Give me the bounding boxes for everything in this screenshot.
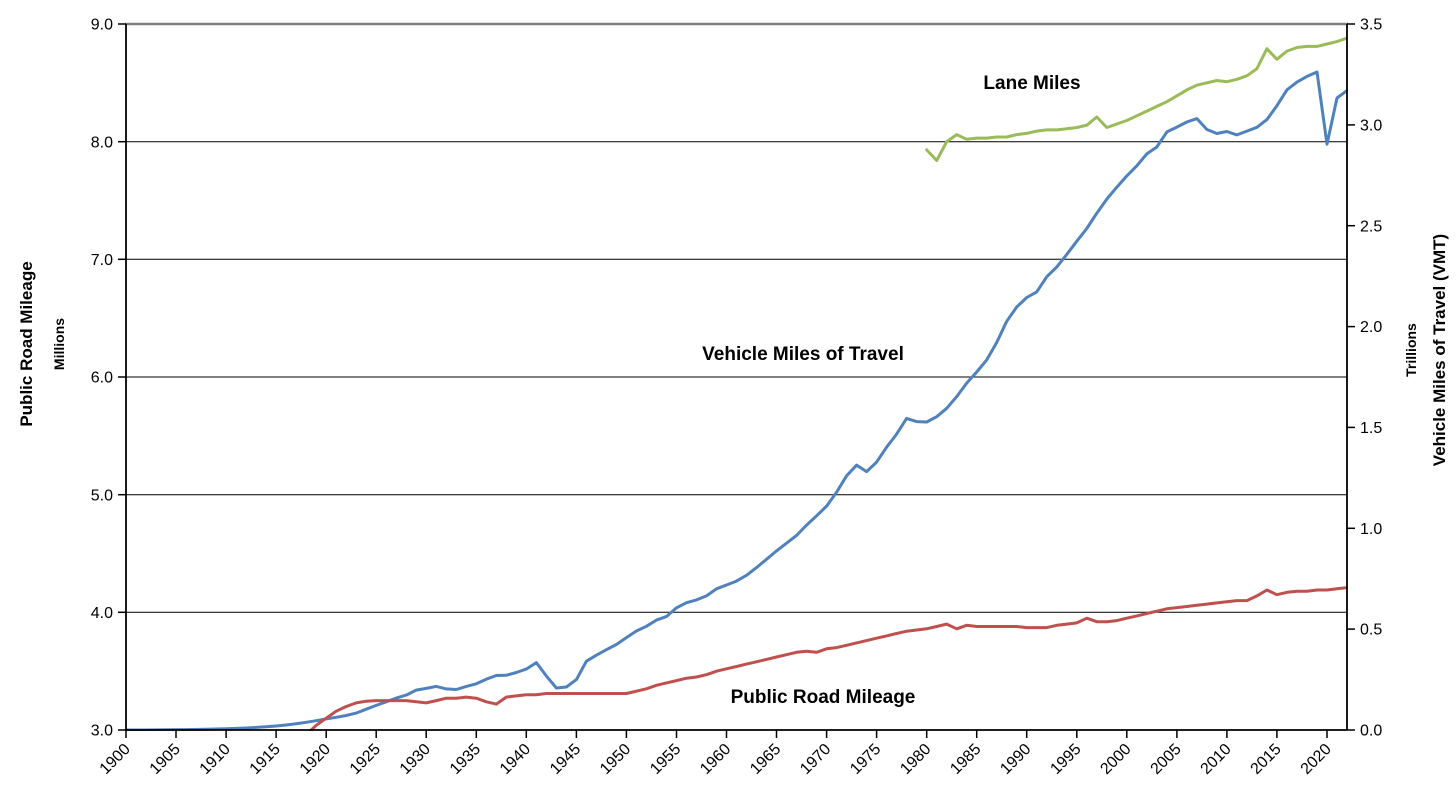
series-group [125,36,1348,731]
x-axis-tick-label: 1935 [447,741,484,778]
x-axis-tick-label: 1975 [847,741,884,778]
x-axis-tick-label: 2005 [1148,741,1185,778]
right-axis-tick-label: 0.5 [1360,622,1382,639]
x-axis-tick-label: 1915 [247,741,284,778]
series-label-vehicle-miles-of-travel: Vehicle Miles of Travel [702,344,904,365]
series-label-lane-miles: Lane Miles [983,73,1081,94]
x-axis-tick-label: 1995 [1047,741,1084,778]
left-axis-tick-label: 5.0 [91,487,113,504]
x-axis-tick-label: 2015 [1248,741,1285,778]
x-axis-tick-label: 1955 [647,741,684,778]
x-axis-tick-label: 2020 [1298,741,1335,778]
x-axis-tick-label: 1990 [997,741,1034,778]
x-axis-tick-label: 2010 [1198,741,1235,778]
x-axis-tick-label: 1900 [97,741,134,778]
x-axis-tick-label: 1960 [697,741,734,778]
left-axis-tick-label: 3.0 [91,723,113,740]
x-axis-tick-label: 1980 [897,741,934,778]
right-axis-tick-label: 2.0 [1360,319,1382,336]
x-axis-tick-label: 1905 [147,741,184,778]
x-axis-tick-label: 1940 [497,741,534,778]
series-line-vehicle-miles-of-travel [125,70,1348,731]
series-label-public-road-mileage: Public Road Mileage [730,687,916,708]
x-axis-tick-label: 1920 [297,741,334,778]
left-axis-tick-label: 7.0 [91,252,113,269]
right-axis-title: Vehicle Miles of Travel (VMT) [1430,233,1449,467]
right-axis-tick-label: 0.0 [1360,723,1382,740]
x-axis-tick-label: 2000 [1097,741,1134,778]
x-axis-tick-label: 1925 [347,741,384,778]
right-axis-tick-label: 1.5 [1360,420,1382,437]
x-axis-tick-label: 1945 [547,741,584,778]
series-line-lane-miles [925,36,1348,162]
left-axis-title: Public Road Mileage [17,261,36,427]
left-axis-tick-label: 4.0 [91,605,113,622]
x-axis-tick-label: 1910 [197,741,234,778]
series-line-public-road-mileage [307,586,1348,731]
left-axis-tick-label: 6.0 [91,370,113,387]
right-axis-tick-label: 3.0 [1360,118,1382,135]
left-axis-subtitle: Millions [51,317,67,371]
left-axis-tick-label: 9.0 [91,17,113,34]
right-axis-tick-label: 3.5 [1360,17,1382,34]
x-axis-tick-label: 1950 [597,741,634,778]
x-axis-tick-label: 1985 [947,741,984,778]
right-axis-subtitle: Trillions [1403,323,1419,377]
left-axis-tick-label: 8.0 [91,134,113,151]
right-axis-tick-label: 2.5 [1360,218,1382,235]
x-axis-tick-label: 1930 [397,741,434,778]
x-axis-tick-label: 1965 [747,741,784,778]
x-axis-tick-label: 1970 [797,741,834,778]
right-axis-tick-label: 1.0 [1360,521,1382,538]
